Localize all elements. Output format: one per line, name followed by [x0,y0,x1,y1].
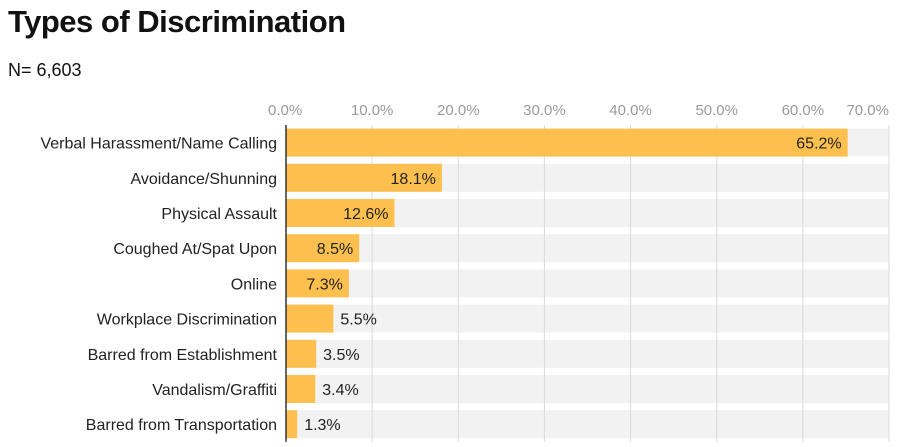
bar [286,339,317,368]
value-label: 1.3% [304,417,340,434]
x-tick-label: 50.0% [695,102,738,119]
bar [286,199,395,227]
category-label: Physical Assault [161,206,277,223]
bar [286,163,442,192]
value-label: 3.5% [323,347,359,364]
value-labels: 65.2% 18.1% 12.6% 8.5% 7.3% 5.5% 3.5% 3.4% 1.3% [304,136,841,435]
bar [286,304,334,333]
category-label: Online [231,276,277,293]
gridlines [371,125,890,442]
value-label: 12.6% [343,206,388,223]
x-tick-label: 0.0% [268,102,302,119]
row-band [286,304,889,333]
category-label: Vandalism/Graffiti [152,382,277,399]
value-label: 8.5% [317,241,353,258]
value-label: 5.5% [340,312,376,329]
x-tick-label: 60.0% [782,102,825,119]
category-label: Coughed At/Spat Upon [113,241,277,258]
value-label: 3.4% [322,382,358,399]
x-tick-label: 30.0% [523,102,566,119]
row-band [286,339,889,368]
row-band [286,269,889,298]
chart-title: Types of Discrimination [8,4,346,39]
row-band [286,234,889,263]
row-band [286,375,889,403]
x-tick-labels: 0.0% 10.0% 20.0% 30.0% 40.0% 50.0% 60.0% 70.0% [268,102,889,119]
category-label: Avoidance/Shunning [131,171,278,188]
category-label: Barred from Transportation [86,417,277,434]
x-tick-label: 20.0% [437,102,480,119]
x-tick-label: 10.0% [351,102,394,119]
bars [286,128,848,439]
category-label: Barred from Establishment [88,347,278,364]
bar [286,234,360,263]
category-label: Verbal Harassment/Name Calling [40,136,277,153]
bar [286,269,349,298]
value-label: 18.1% [391,171,436,188]
category-label: Workplace Discrimination [97,312,277,329]
x-tick-label: 40.0% [609,102,652,119]
x-tick-label: 70.0% [846,102,889,119]
row-band [286,410,889,439]
value-label: 65.2% [796,136,841,153]
category-labels: Verbal Harassment/Name Calling Avoidance/… [40,136,277,435]
bar [286,375,316,403]
value-label: 7.3% [306,276,342,293]
chart-subtitle: N= 6,603 [8,60,82,80]
bar [286,128,848,157]
bar [286,410,298,439]
